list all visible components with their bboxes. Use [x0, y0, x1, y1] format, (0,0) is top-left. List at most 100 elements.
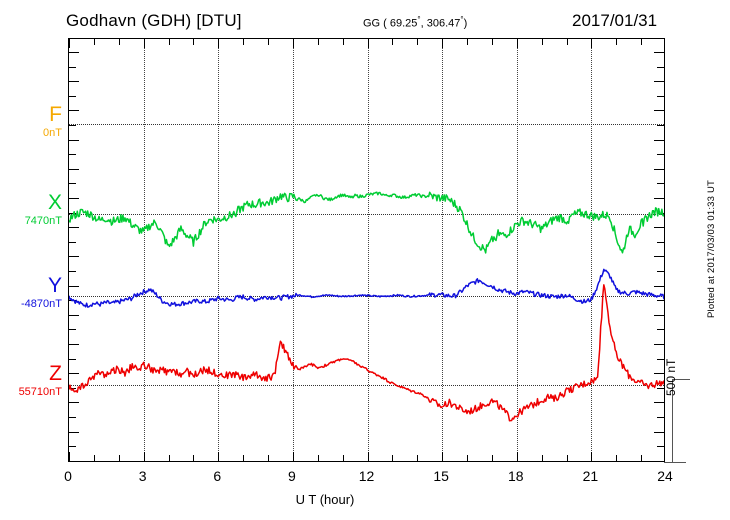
- observation-date: 2017/01/31: [572, 11, 658, 30]
- y-tick: [654, 431, 664, 433]
- x-tick-7: [243, 39, 245, 45]
- component-value-x: 7470nT: [24, 215, 62, 227]
- y-tick: [69, 81, 79, 83]
- y-tick: [69, 314, 79, 316]
- y-tick: [69, 285, 79, 287]
- x-tick-11: [342, 455, 344, 461]
- geo-separator: ,: [420, 17, 427, 30]
- geographic-coordinates: GG ( 69.25°, 306.47°): [363, 15, 467, 30]
- y-tick: [657, 183, 664, 185]
- y-tick: [69, 139, 79, 141]
- degree-icon-lon: °: [460, 15, 464, 24]
- x-tick-3: [143, 39, 145, 48]
- scale-bar-line: [672, 380, 674, 463]
- y-tick: [654, 52, 664, 53]
- y-tick: [657, 387, 664, 389]
- x-tick-1: [93, 455, 95, 461]
- y-tick: [654, 344, 664, 345]
- y-tick: [69, 183, 76, 185]
- y-tick: [657, 154, 664, 156]
- x-axis-title: U T (hour): [0, 492, 730, 507]
- grid-line-hour-21: [591, 39, 593, 461]
- x-tick-14: [417, 455, 419, 461]
- x-tick-9: [292, 39, 294, 48]
- x-tick-10: [317, 455, 319, 461]
- grid-line-hour-18: [516, 39, 518, 461]
- x-tick-label-21: 21: [582, 468, 599, 484]
- baseline-f: [69, 124, 664, 125]
- plot-inner: [69, 39, 664, 461]
- x-tick-19: [541, 39, 543, 45]
- x-tick-15: [442, 39, 444, 48]
- y-tick: [654, 110, 664, 112]
- x-tick-5: [193, 455, 195, 461]
- y-tick: [69, 241, 76, 243]
- x-tick-20: [566, 39, 568, 45]
- x-tick-label-6: 6: [213, 468, 222, 484]
- y-tick: [69, 125, 76, 126]
- x-tick-14: [417, 39, 419, 45]
- y-tick: [69, 387, 76, 389]
- y-tick: [657, 271, 664, 272]
- x-tick-5: [193, 39, 195, 45]
- x-tick-21: [591, 452, 593, 461]
- x-tick-2: [118, 455, 120, 461]
- x-tick-22: [616, 39, 618, 45]
- grid-line-hour-12: [367, 39, 369, 461]
- x-tick-7: [243, 455, 245, 461]
- y-tick: [654, 81, 664, 83]
- x-tick-13: [392, 39, 394, 45]
- x-tick-16: [467, 39, 468, 45]
- grid-line-hour-9: [292, 39, 294, 461]
- y-tick: [69, 154, 76, 156]
- component-label-f: F 0nT: [0, 104, 62, 139]
- y-tick: [657, 95, 664, 97]
- x-tick-11: [342, 39, 344, 45]
- component-label-y: Y -4870nT: [0, 275, 62, 310]
- x-tick-1: [93, 39, 95, 45]
- y-tick: [69, 95, 76, 97]
- y-tick: [654, 256, 664, 258]
- y-tick: [654, 198, 664, 199]
- y-tick: [654, 373, 664, 375]
- x-tick-19: [541, 455, 543, 461]
- y-tick: [657, 300, 664, 302]
- plotted-at-timestamp: Plotted at 2017/03/03 01:33 UT: [706, 179, 717, 318]
- degree-icon-lat: °: [417, 15, 421, 24]
- grid-line-hour-15: [442, 39, 444, 461]
- x-tick-3: [143, 452, 145, 461]
- x-tick-8: [268, 455, 269, 461]
- component-name-x: X: [47, 191, 62, 214]
- x-tick-15: [442, 452, 444, 461]
- y-tick: [69, 329, 76, 331]
- x-tick-18: [516, 452, 518, 461]
- component-value-y: -4870nT: [21, 298, 62, 310]
- scale-bar-bottom-cap: [664, 462, 686, 464]
- y-tick: [69, 198, 79, 199]
- y-tick: [69, 256, 79, 258]
- x-tick-22: [616, 455, 618, 461]
- x-tick-6: [218, 452, 220, 461]
- x-tick-0: [69, 39, 70, 48]
- component-label-z: Z 55710nT: [0, 363, 62, 398]
- station-title: Godhavn (GDH) [DTU]: [66, 11, 242, 30]
- x-tick-21: [591, 39, 593, 48]
- grid-line-hour-6: [218, 39, 220, 461]
- x-tick-label-9: 9: [287, 468, 296, 484]
- trace-x: [69, 191, 664, 254]
- x-tick-16: [467, 455, 468, 461]
- component-name-y: Y: [47, 274, 62, 297]
- trace-z: [69, 284, 664, 422]
- y-tick: [69, 373, 79, 375]
- y-tick: [69, 417, 76, 418]
- x-axis-title-text: U T (hour): [295, 492, 355, 507]
- x-tick-12: [367, 452, 369, 461]
- x-tick-label-15: 15: [433, 468, 449, 484]
- x-tick-13: [392, 455, 394, 461]
- y-tick: [69, 402, 79, 404]
- component-name-f: F: [49, 103, 62, 126]
- x-tick-4: [168, 455, 170, 461]
- y-tick: [657, 417, 664, 418]
- x-tick-17: [491, 39, 493, 45]
